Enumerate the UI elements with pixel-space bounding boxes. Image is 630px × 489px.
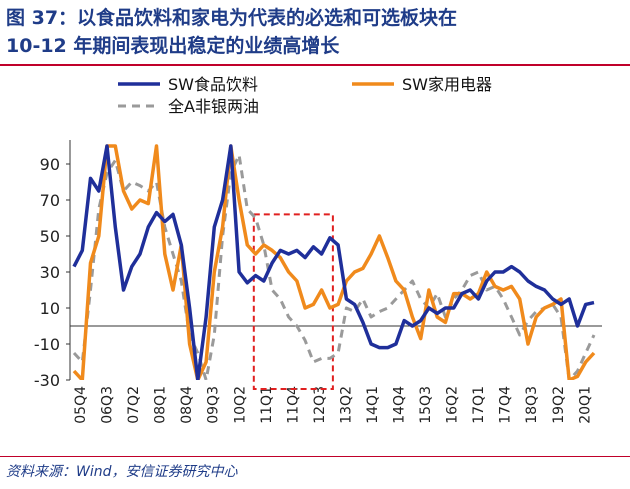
- x-tick-label: 08Q1: [153, 386, 169, 424]
- x-tick-label: 14Q1: [365, 386, 381, 424]
- legend-entry-food-beverage: SW食品饮料: [168, 75, 258, 94]
- title-line-2: 10-12 年期间表现出稳定的业绩高增长: [6, 35, 340, 57]
- x-tick-label: 09Q3: [206, 386, 222, 424]
- x-tick-label: 11Q4: [285, 386, 301, 424]
- series-line-home-appliance: [72, 144, 596, 380]
- source-note: 资料来源：Wind，安信证券研究中心: [6, 464, 238, 480]
- axes: 90 70 50 30 10 -10 -30 05Q4 06Q3 07Q2 08Q1 08Q4 09Q3…: [34, 140, 602, 424]
- x-tick-label: 19Q2: [551, 386, 567, 424]
- footer-divider: [0, 456, 630, 457]
- x-tick-label: 07Q2: [126, 386, 142, 424]
- highlight-box: [252, 213, 334, 390]
- x-tick-label: 12Q3: [312, 386, 328, 424]
- chart-title: 图 37：以食品饮料和家电为代表的必选和可选板块在 10-12 年期间表现出稳定…: [6, 4, 624, 60]
- series-group: [72, 144, 596, 380]
- x-tick-label: 13Q2: [338, 386, 354, 424]
- x-tick-label: 10Q2: [232, 386, 248, 424]
- x-tick-label: 18Q3: [524, 386, 540, 424]
- legend-entry-all-a: 全A非银两油: [168, 97, 259, 116]
- x-tick-label: 17Q1: [471, 386, 487, 424]
- x-tick-label: 15Q3: [418, 386, 434, 424]
- x-tick-label: 06Q3: [100, 386, 116, 424]
- series-line-food-beverage: [72, 144, 595, 380]
- y-tick-label: 70: [40, 191, 60, 210]
- y-tick-label: 10: [40, 299, 60, 318]
- x-tick-label: 14Q4: [392, 386, 408, 424]
- title-line-1: 图 37：以食品饮料和家电为代表的必选和可选板块在: [6, 7, 458, 29]
- title-divider: [0, 64, 630, 66]
- y-tick-label: -10: [34, 335, 60, 354]
- x-tick-label: 17Q4: [498, 386, 514, 424]
- highlight-rect: [252, 213, 334, 390]
- x-tick-label: 20Q1: [577, 386, 593, 424]
- x-tick-label: 08Q4: [179, 386, 195, 424]
- legend-entry-home-appliance: SW家用电器: [402, 75, 492, 94]
- y-tick-label: -30: [34, 371, 60, 390]
- y-tick-label: 90: [40, 155, 60, 174]
- x-tick-label: 16Q2: [445, 386, 461, 424]
- y-tick-label: 50: [40, 227, 60, 246]
- y-tick-label: 30: [40, 263, 60, 282]
- x-tick-label: 05Q4: [73, 386, 89, 424]
- x-tick-label: 11Q1: [259, 386, 275, 424]
